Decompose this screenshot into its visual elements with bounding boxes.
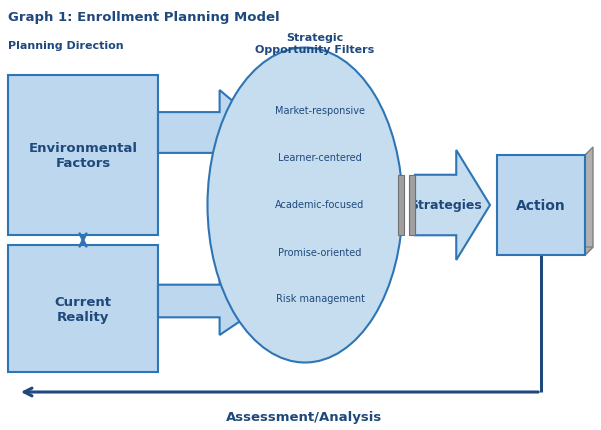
Bar bbox=[409, 175, 415, 236]
Polygon shape bbox=[158, 91, 270, 175]
Polygon shape bbox=[497, 247, 593, 255]
Text: Environmental
Factors: Environmental Factors bbox=[28, 141, 138, 169]
Text: Planning Direction: Planning Direction bbox=[8, 41, 124, 51]
Text: Promise-oriented: Promise-oriented bbox=[278, 247, 362, 258]
Text: Risk management: Risk management bbox=[275, 293, 364, 303]
Text: Strategic
Opportunity Filters: Strategic Opportunity Filters bbox=[255, 33, 374, 55]
Bar bbox=[497, 156, 585, 255]
Text: Assessment/Analysis: Assessment/Analysis bbox=[227, 410, 383, 423]
Text: Market-responsive: Market-responsive bbox=[275, 106, 365, 116]
Ellipse shape bbox=[207, 49, 403, 362]
Text: Action: Action bbox=[516, 199, 566, 212]
Bar bbox=[8, 76, 158, 236]
Polygon shape bbox=[158, 267, 270, 335]
Text: Current
Reality: Current Reality bbox=[55, 295, 112, 323]
Bar bbox=[8, 246, 158, 372]
Text: Graph 1: Enrollment Planning Model: Graph 1: Enrollment Planning Model bbox=[8, 11, 279, 24]
Polygon shape bbox=[415, 150, 490, 261]
Bar bbox=[398, 175, 404, 236]
Text: Strategies: Strategies bbox=[409, 199, 482, 212]
Text: Academic-focused: Academic-focused bbox=[275, 200, 365, 209]
Text: Learner-centered: Learner-centered bbox=[278, 153, 362, 163]
Polygon shape bbox=[585, 147, 593, 255]
